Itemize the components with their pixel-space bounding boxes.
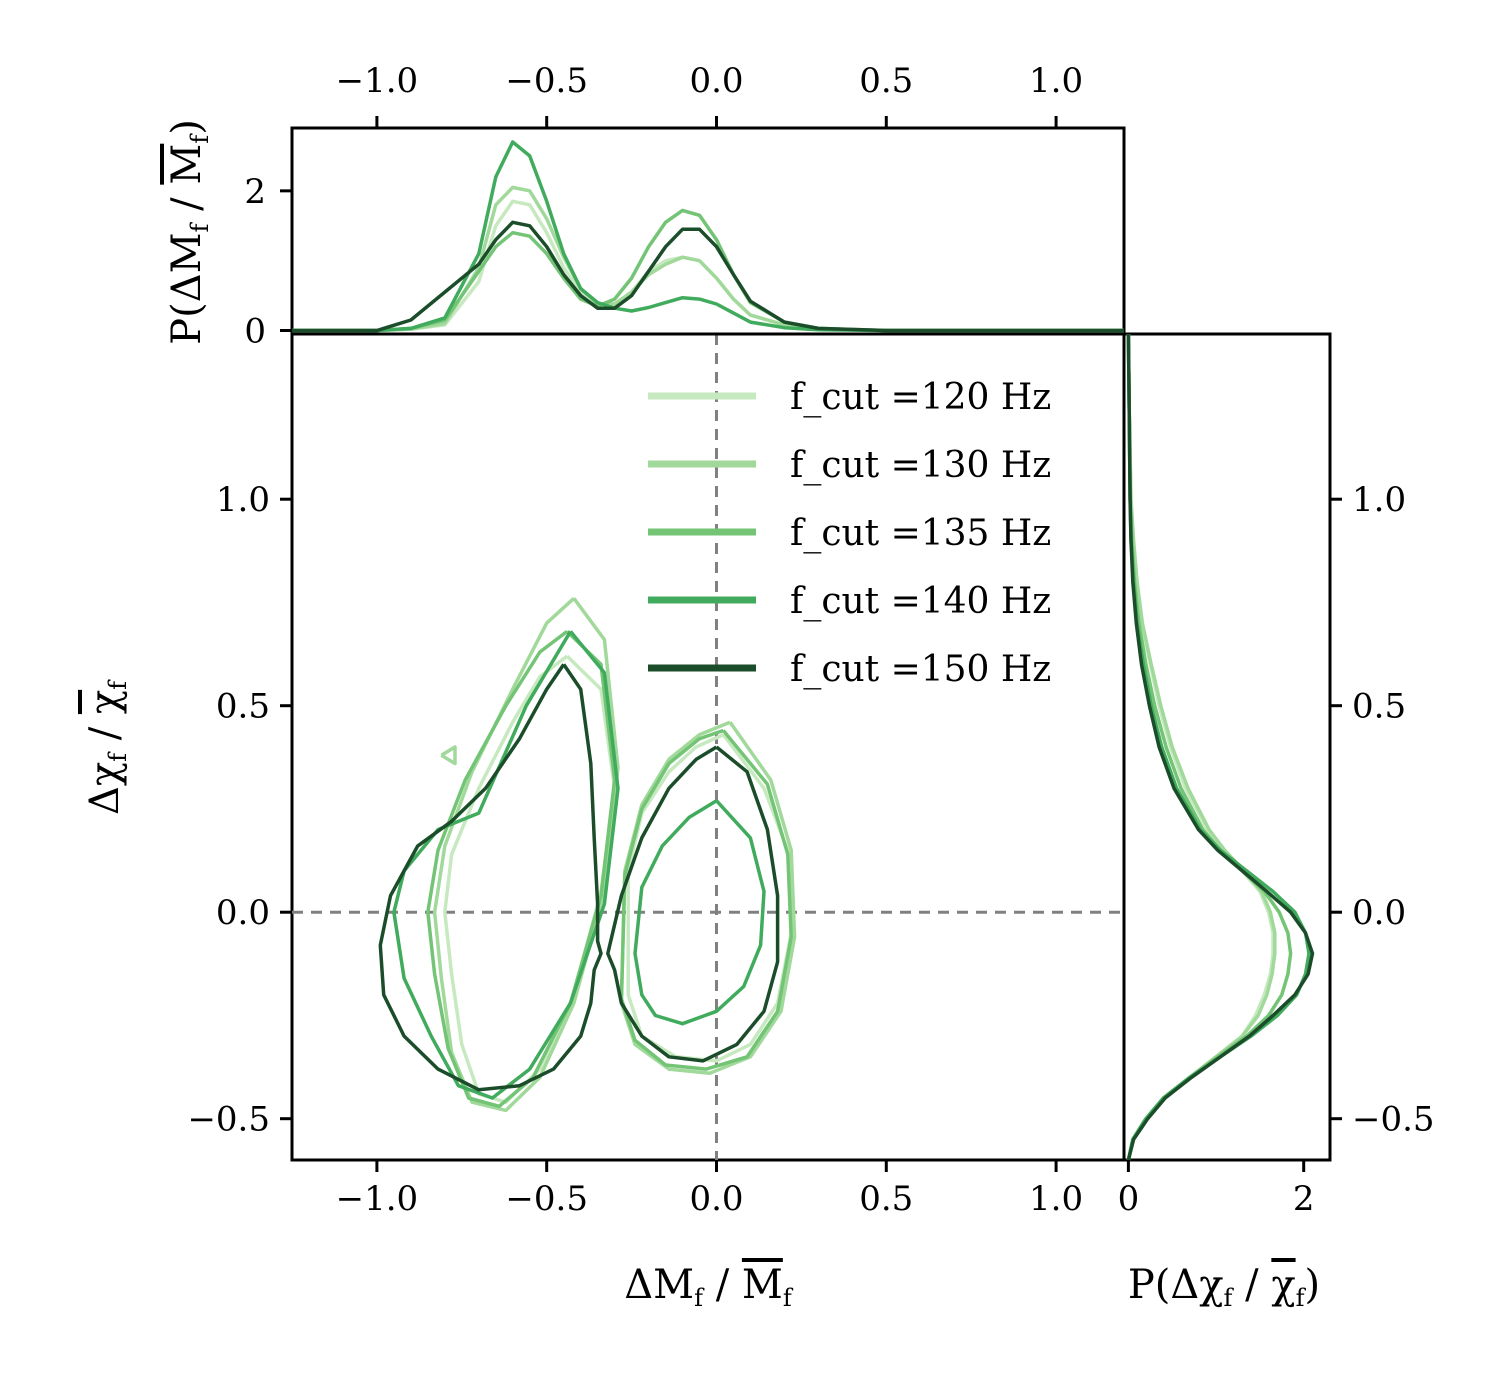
top-curve-130hz <box>292 185 1124 333</box>
x-tick-label: 1.0 <box>1029 1179 1083 1219</box>
top-x-tick-label: −1.0 <box>336 61 419 101</box>
x-axis-label: ΔMf / Mf <box>624 1262 794 1312</box>
right-y-tick-label: 0.5 <box>1352 687 1406 727</box>
top-x-tick-label: 0.5 <box>859 61 913 101</box>
top-curve-120hz <box>292 199 1124 333</box>
contour-140hz-1 <box>392 630 620 1100</box>
right-y-ticks: −0.5 0.0 0.5 1.0 <box>1330 480 1435 1140</box>
y-tick-label: 0.0 <box>216 893 270 933</box>
main-y-ticks: −0.5 0.0 0.5 1.0 <box>187 480 292 1140</box>
x-tick-label: −0.5 <box>505 1179 588 1219</box>
top-marginal-frame <box>290 126 1126 336</box>
top-x-ticks: −1.0 −0.5 0.0 0.5 1.0 <box>336 61 1083 128</box>
main-x-ticks: −1.0 −0.5 0.0 0.5 1.0 <box>336 1160 1083 1219</box>
top-x-tick-label: −0.5 <box>505 61 588 101</box>
right-y-tick-label: 0.0 <box>1352 893 1406 933</box>
right-x-tick-label: 0 <box>1118 1179 1140 1219</box>
contour-135hz-1 <box>426 630 617 1109</box>
top-x-tick-label: 0.0 <box>689 61 743 101</box>
y-tick-label: 1.0 <box>216 480 270 520</box>
legend-label: f_cut =130 Hz <box>790 445 1051 486</box>
right-curve-135hz <box>1126 333 1293 1161</box>
top-curve-140hz <box>292 140 1124 333</box>
legend-label: f_cut =140 Hz <box>790 581 1051 622</box>
contour-140hz-2 <box>633 799 766 1026</box>
y-tick-label: 0.5 <box>216 687 270 727</box>
right-curve-150hz <box>1126 333 1315 1161</box>
y-axis-label: Δχf / χf <box>82 679 132 815</box>
contour-lines <box>378 597 797 1113</box>
top-y-ticks: 02 <box>244 172 292 352</box>
top-curve-150hz <box>292 220 1124 333</box>
y-tick-label: −0.5 <box>187 1100 270 1140</box>
right-x-tick-label: 2 <box>1293 1179 1315 1219</box>
x-tick-label: 0.5 <box>859 1179 913 1219</box>
x-tick-label: 0.0 <box>689 1179 743 1219</box>
contour-150hz-1 <box>378 663 603 1092</box>
legend-label: f_cut =120 Hz <box>790 377 1051 418</box>
legend-label: f_cut =135 Hz <box>790 513 1051 554</box>
main-panel: −1.0 −0.5 0.0 0.5 1.0 −0.5 0.0 0.5 1.0 <box>187 332 1126 1219</box>
contour-130hz-3 <box>440 745 457 766</box>
top-marginal-label: P(ΔMf / Mf) <box>164 119 214 345</box>
top-marginal-panel: −1.0 −0.5 0.0 0.5 1.0 02 <box>244 61 1126 352</box>
right-marginal-label: P(Δχf / χf) <box>1128 1262 1320 1312</box>
legend-label: f_cut =150 Hz <box>790 649 1051 690</box>
contour-135hz-2 <box>619 728 793 1071</box>
right-marginal-frame <box>1122 332 1332 1162</box>
top-x-tick-label: 1.0 <box>1029 61 1083 101</box>
contour-150hz-2 <box>606 745 780 1063</box>
top-y-tick-label: 2 <box>244 172 266 212</box>
right-marginal-curves <box>1126 333 1315 1161</box>
top-marginal-curves <box>292 140 1124 333</box>
x-tick-label: −1.0 <box>336 1179 419 1219</box>
contour-130hz-2 <box>619 720 797 1076</box>
legend: f_cut =120 Hz f_cut =130 Hz f_cut =135 Hz f… <box>648 377 1051 690</box>
right-y-tick-label: −0.5 <box>1352 1100 1435 1140</box>
top-y-tick-label: 0 <box>244 312 266 352</box>
right-y-tick-label: 1.0 <box>1352 480 1406 520</box>
right-curve-140hz <box>1126 333 1311 1161</box>
